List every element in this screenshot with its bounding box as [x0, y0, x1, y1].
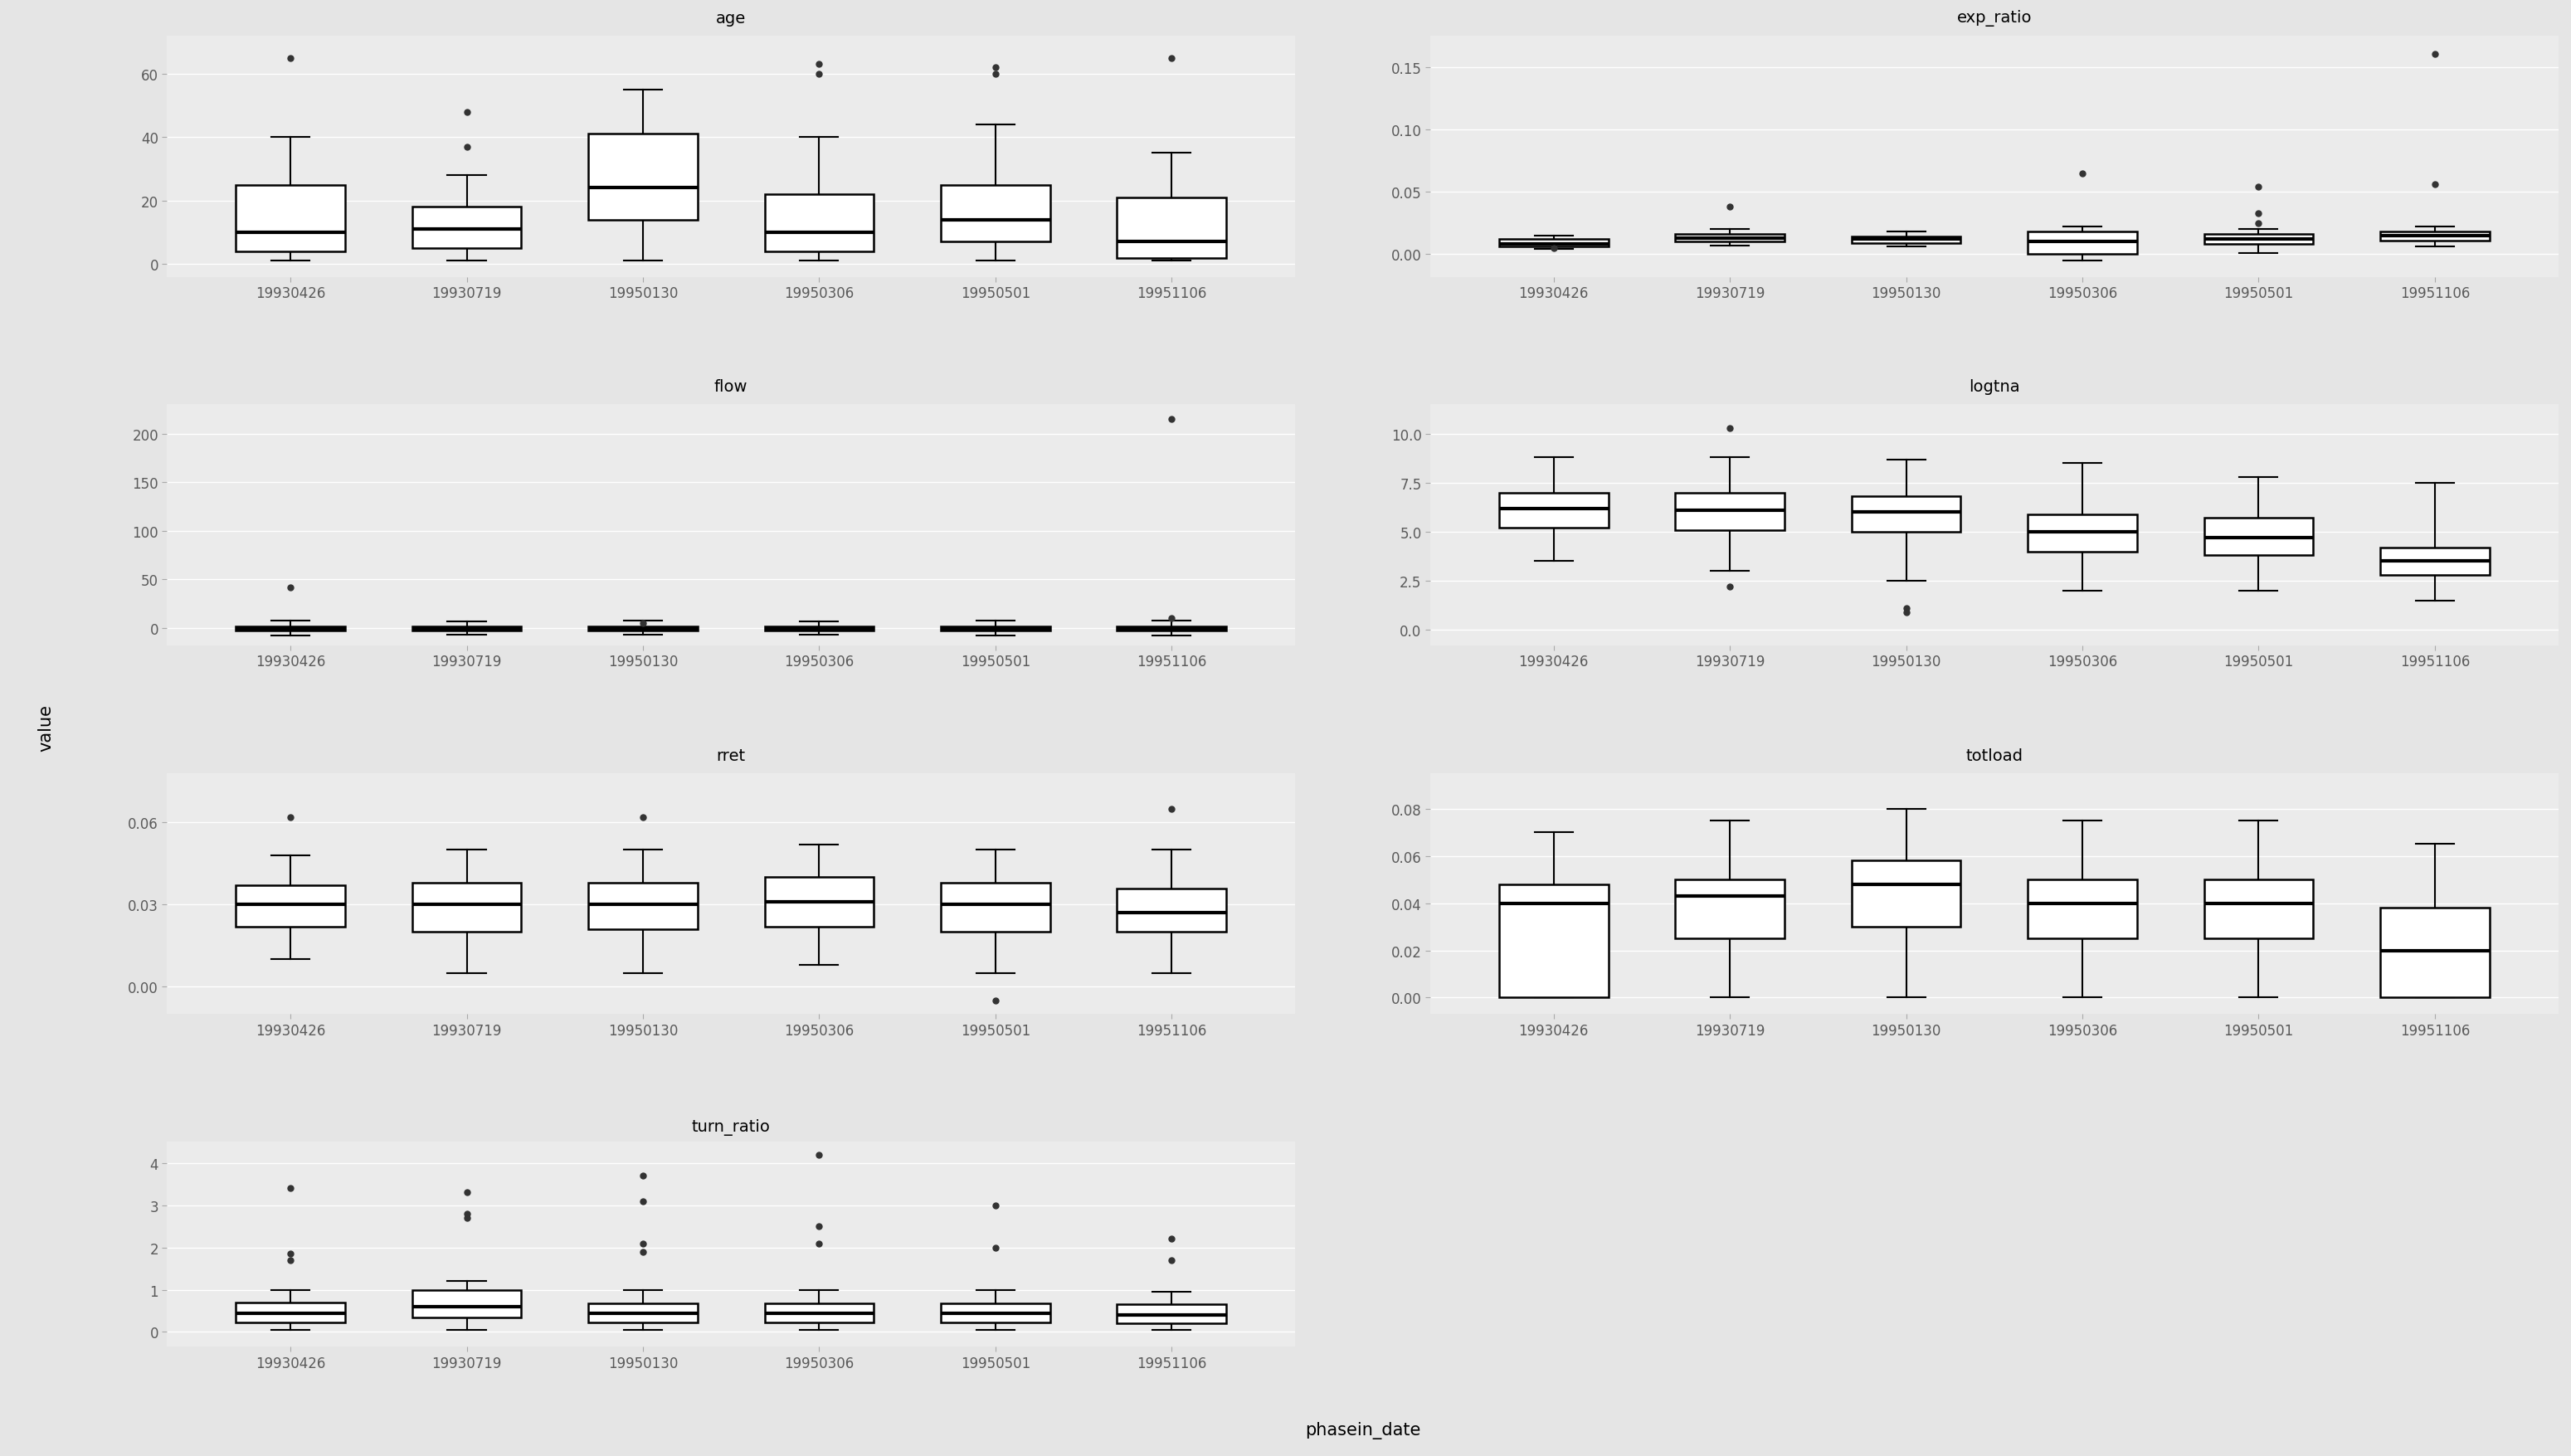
Bar [1676, 494, 1784, 530]
Bar [2203, 879, 2314, 939]
Bar [2381, 233, 2489, 242]
Bar [1851, 237, 1962, 243]
Bar [411, 882, 522, 932]
Bar [764, 626, 874, 632]
Bar [2203, 518, 2314, 556]
Bar [237, 885, 345, 927]
Bar [589, 882, 697, 929]
Bar [1851, 860, 1962, 927]
Bar [589, 626, 697, 632]
Bar [1676, 879, 1784, 939]
Bar [237, 185, 345, 252]
Text: logtna: logtna [1969, 379, 2021, 395]
Bar [2029, 233, 2137, 255]
Bar [764, 878, 874, 927]
Bar [2381, 547, 2489, 575]
Text: exp_ratio: exp_ratio [1957, 10, 2031, 26]
Bar [1499, 494, 1609, 529]
Text: totload: totload [1967, 748, 2023, 763]
Bar [1116, 888, 1226, 932]
Bar [1116, 626, 1226, 632]
Bar [2381, 909, 2489, 997]
Text: value: value [39, 705, 54, 751]
Bar [1499, 884, 1609, 997]
Text: rret: rret [717, 748, 746, 763]
Bar [941, 1303, 1049, 1322]
Bar [589, 135, 697, 220]
Bar [1116, 198, 1226, 258]
Bar [237, 626, 345, 632]
Bar [1116, 1305, 1226, 1324]
Bar [411, 1290, 522, 1318]
Bar [941, 185, 1049, 243]
Bar [411, 626, 522, 632]
Bar [411, 208, 522, 249]
Bar [1851, 496, 1962, 533]
Bar [2029, 514, 2137, 552]
Text: age: age [715, 10, 746, 26]
Text: turn_ratio: turn_ratio [692, 1118, 771, 1136]
Bar [941, 882, 1049, 932]
Text: flow: flow [715, 379, 748, 395]
Bar [2029, 879, 2137, 939]
Bar [1676, 234, 1784, 242]
Bar [764, 1303, 874, 1322]
Bar [941, 626, 1049, 632]
Text: phasein_date: phasein_date [1306, 1421, 1419, 1439]
Bar [589, 1303, 697, 1322]
Bar [237, 1303, 345, 1322]
Bar [2203, 234, 2314, 245]
Bar [764, 195, 874, 252]
Bar [1499, 240, 1609, 248]
